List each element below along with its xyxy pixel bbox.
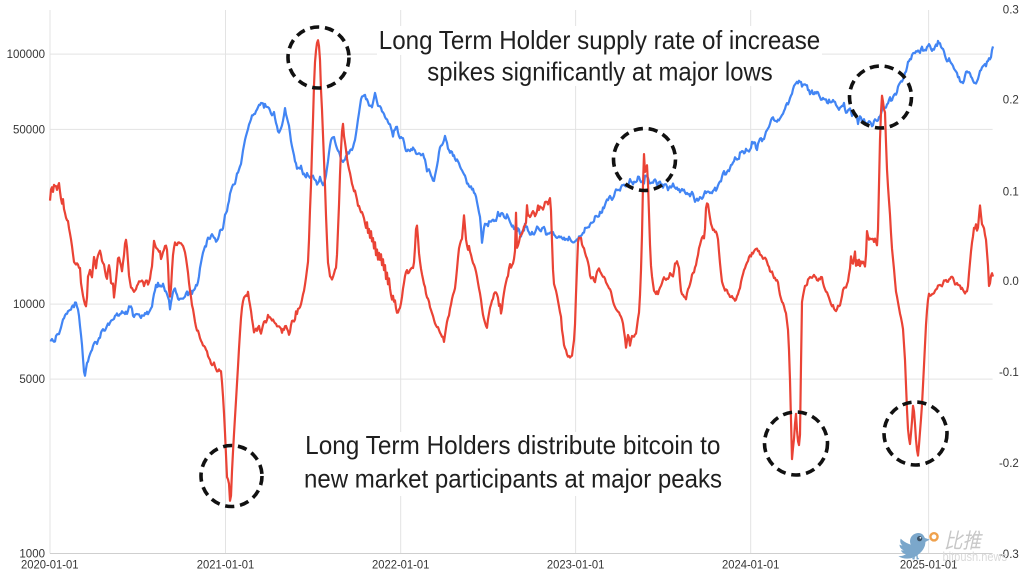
svg-text:0.2: 0.2 <box>1003 95 1019 107</box>
svg-text:10000: 10000 <box>13 299 45 311</box>
svg-text:-0.2: -0.2 <box>999 458 1019 470</box>
svg-text:Long Term Holder supply rate o: Long Term Holder supply rate of increase <box>379 25 821 55</box>
svg-text:2025-01-01: 2025-01-01 <box>900 558 958 572</box>
svg-text:0.0: 0.0 <box>1003 276 1019 288</box>
svg-text:50000: 50000 <box>13 124 45 136</box>
svg-text:spikes significantly at major: spikes significantly at major lows <box>427 57 773 87</box>
svg-text:0.3: 0.3 <box>1003 5 1019 17</box>
svg-text:-0.3: -0.3 <box>999 549 1019 561</box>
svg-text:2022-01-01: 2022-01-01 <box>372 558 430 572</box>
svg-text:-0.1: -0.1 <box>999 367 1019 379</box>
svg-text:比推: 比推 <box>944 529 984 553</box>
svg-text:100000: 100000 <box>7 49 45 61</box>
svg-text:2023-01-01: 2023-01-01 <box>547 558 605 572</box>
svg-text:2021-01-01: 2021-01-01 <box>197 558 255 572</box>
svg-text:1000: 1000 <box>19 549 45 561</box>
svg-text:new market participants at maj: new market participants at major peaks <box>304 464 722 494</box>
svg-text:Long Term Holders distribute b: Long Term Holders distribute bitcoin to <box>305 430 720 460</box>
svg-text:2020-01-01: 2020-01-01 <box>21 558 79 572</box>
svg-text:bitpush.news: bitpush.news <box>943 549 1008 564</box>
svg-text:2024-01-01: 2024-01-01 <box>722 558 780 572</box>
svg-text:0.1: 0.1 <box>1003 187 1019 199</box>
svg-text:5000: 5000 <box>19 374 45 386</box>
